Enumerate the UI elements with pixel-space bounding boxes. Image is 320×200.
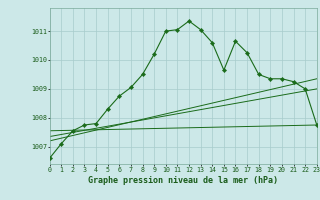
X-axis label: Graphe pression niveau de la mer (hPa): Graphe pression niveau de la mer (hPa) <box>88 176 278 185</box>
